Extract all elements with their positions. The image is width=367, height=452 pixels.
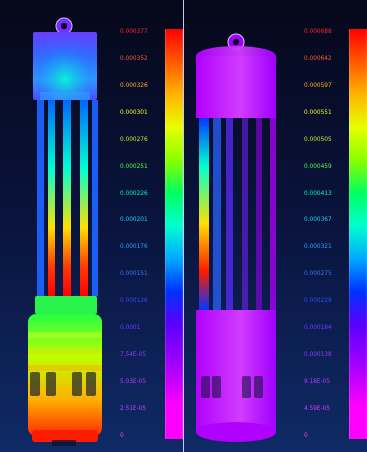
right-scale-label: 0.000413 <box>304 190 332 197</box>
right-scale-label: 0.000505 <box>304 136 332 143</box>
right-scale-label: 0.000229 <box>304 298 332 305</box>
right-scale-label: 0.000688 <box>304 29 332 35</box>
right-model <box>196 33 276 442</box>
pane-divider <box>183 0 184 452</box>
left-scale-label: 0 <box>120 432 124 439</box>
right-scale-label: 0.000642 <box>304 55 332 62</box>
left-scale-label: 0.000176 <box>120 244 148 251</box>
right-color-scale <box>349 29 367 439</box>
left-scale-label: 0.000276 <box>120 136 148 143</box>
left-scale-label: 0.000377 <box>120 29 148 35</box>
right-scale-label: 0.000321 <box>304 244 332 251</box>
left-scale-label: 0.000201 <box>120 217 148 224</box>
left-scale-label: 0.000151 <box>120 271 148 278</box>
right-pane: 0.000688 0.000642 0.000597 0.000551 0.00… <box>184 0 367 452</box>
right-scale-label: 0.000184 <box>304 325 332 332</box>
left-color-scale <box>165 29 183 439</box>
right-scale-label: 0.000275 <box>304 271 332 278</box>
left-scale-label: 0.000352 <box>120 55 148 62</box>
left-scale-label: 0.000301 <box>120 109 148 116</box>
left-pane: 0.000377 0.000352 0.000326 0.000301 0.00… <box>0 0 183 452</box>
right-scale-label: 0 <box>304 432 308 439</box>
right-scale-label: 4.59E-05 <box>304 405 331 412</box>
left-scale-label: 0.000251 <box>120 163 148 170</box>
right-scale-label: 0.000597 <box>304 82 332 89</box>
right-scale-label: 0.000551 <box>304 109 332 116</box>
right-scale-label: 0.000459 <box>304 163 332 170</box>
left-scale-label: 2.51E-05 <box>120 405 147 412</box>
left-scale-label: 0.000326 <box>120 82 148 89</box>
right-scale-label: 0.000138 <box>304 352 332 359</box>
left-scale-labels: 0.000377 0.000352 0.000326 0.000301 0.00… <box>120 29 164 439</box>
left-model <box>28 17 102 446</box>
left-scale-label: 0.000226 <box>120 190 148 197</box>
right-scale-label: 0.000367 <box>304 217 332 224</box>
left-scale-label: 7.54E-05 <box>120 352 147 359</box>
left-scale-label: 0.000126 <box>120 298 148 305</box>
right-scale-label: 9.18E-05 <box>304 378 331 385</box>
right-scale-labels: 0.000688 0.000642 0.000597 0.000551 0.00… <box>304 29 348 439</box>
left-scale-label: 5.03E-05 <box>120 378 147 385</box>
left-scale-label: 0.0001 <box>120 325 141 332</box>
